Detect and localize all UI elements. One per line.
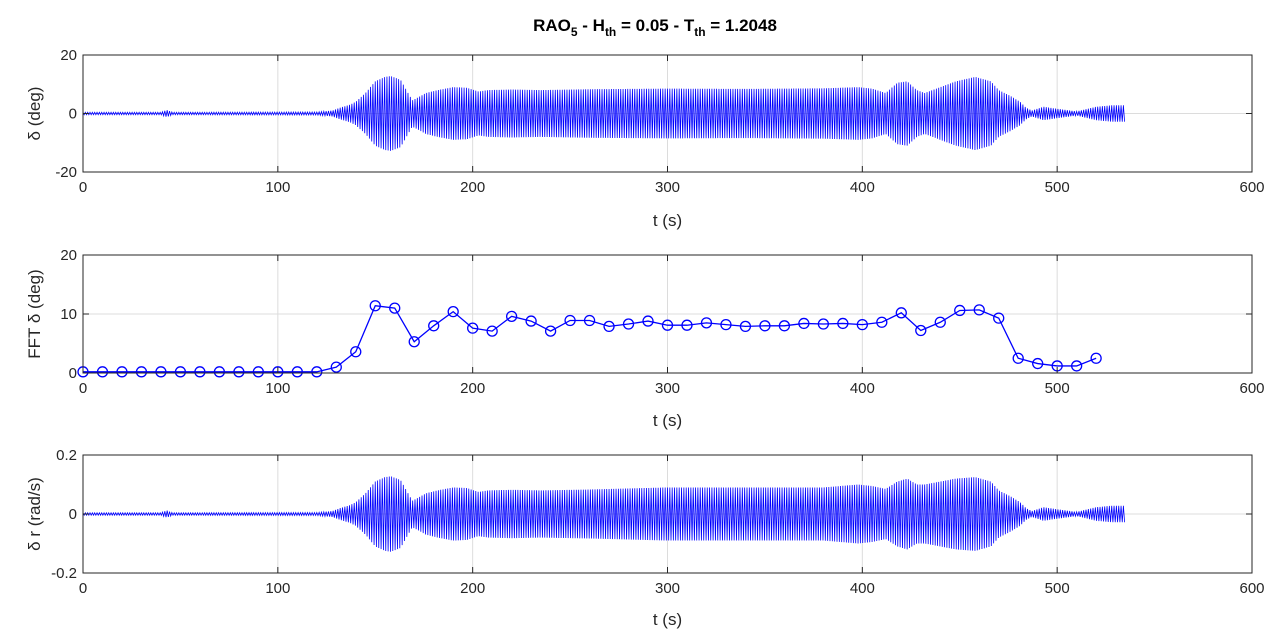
x-tick-label: 0 [79,179,87,196]
x-tick-label: 0 [79,580,87,597]
x-tick-label: 300 [655,380,680,397]
fft-data-point [174,366,187,378]
x-tick-label: 600 [1239,580,1264,597]
fft-data-point [447,305,459,318]
fft-data-point [564,314,576,327]
y-tick-label: 0 [69,106,77,123]
fft-data-point [1071,360,1083,372]
x-tick-label: 100 [265,179,290,196]
fft-data-point [525,315,537,327]
signal-trace [82,76,1125,151]
fft-data-point [252,366,265,378]
x-tick-label: 600 [1239,380,1264,397]
x-tick-label: 500 [1045,380,1070,397]
x-tick-label: 0 [79,380,87,397]
x-tick-label: 400 [850,179,875,196]
fft-data-point [954,304,966,317]
y-tick-label: 0 [69,506,77,523]
fft-data-point [583,314,596,327]
fft-data-point [96,366,109,378]
signal-trace [82,476,1125,552]
fft-data-point [213,366,226,378]
fft-data-point [350,346,362,358]
fft-data-point [895,307,907,319]
fft-data-point [759,320,771,332]
fft-data-point [681,319,693,331]
fft-data-point [934,316,946,328]
fft-data-point [408,336,420,348]
fft-data-point [369,300,381,312]
fft-data-point [1032,357,1044,370]
y-tick-label: 20 [60,47,77,64]
x-tick-label: 600 [1239,179,1264,196]
x-tick-label: 400 [850,580,875,597]
y-tick-label: 0 [69,365,77,382]
x-tick-label: 300 [655,580,680,597]
fft-data-point [700,317,713,329]
fft-data-point [973,304,985,316]
fft-data-point [778,320,791,332]
fft-data-point [544,325,557,337]
y-tick-label: -0.2 [51,565,77,582]
fft-data-point [486,325,498,337]
fft-data-point [817,318,830,330]
fft-data-point [739,320,752,333]
fft-data-point [1012,352,1024,364]
fft-data-point [311,366,323,378]
fft-data-point [856,318,868,331]
y-axis-label: FFT δ (deg) [25,269,44,358]
y-axis-label: δ r (rad/s) [25,477,44,551]
fft-data-point [798,317,810,330]
y-tick-label: 0.2 [56,447,77,464]
fft-data-point [330,361,342,373]
fft-data-point [876,316,888,328]
x-tick-label: 100 [265,380,290,397]
fft-data-point [428,320,440,332]
fft-data-point [720,318,732,331]
x-tick-label: 200 [460,380,485,397]
fft-data-point [915,324,927,337]
fft-data-point [661,319,674,331]
fft-data-point [603,320,615,333]
fft-data-point [622,318,635,330]
fft-data-point [389,302,401,314]
x-tick-label: 200 [460,580,485,597]
x-tick-label: 500 [1045,580,1070,597]
fft-data-point [837,317,849,330]
x-axis-label: t (s) [653,411,682,430]
x-tick-label: 200 [460,179,485,196]
fft-data-point [467,322,479,334]
fft-data-point [993,312,1005,324]
x-tick-label: 400 [850,380,875,397]
fft-data-point [291,366,303,378]
fft-data-point [505,310,518,323]
fft-data-point [272,366,284,378]
figure-title: RAO5 - Hth = 0.05 - Tth = 1.2048 [533,16,777,39]
x-tick-label: 500 [1045,179,1070,196]
x-axis-label: t (s) [653,211,682,230]
fft-series-line [83,305,1097,373]
fft-data-point [642,315,654,327]
y-tick-label: -20 [55,164,77,181]
fft-data-point [155,366,167,378]
x-tick-label: 100 [265,580,290,597]
fft-data-point [116,366,128,378]
y-tick-label: 20 [60,247,77,264]
fft-data-point [135,366,148,378]
fft-data-point [1090,352,1102,364]
fft-data-point [233,366,245,378]
x-axis-label: t (s) [653,610,682,629]
y-axis-label: δ (deg) [25,87,44,141]
fft-data-point [194,366,206,378]
x-tick-label: 300 [655,179,680,196]
y-tick-label: 10 [60,306,77,323]
